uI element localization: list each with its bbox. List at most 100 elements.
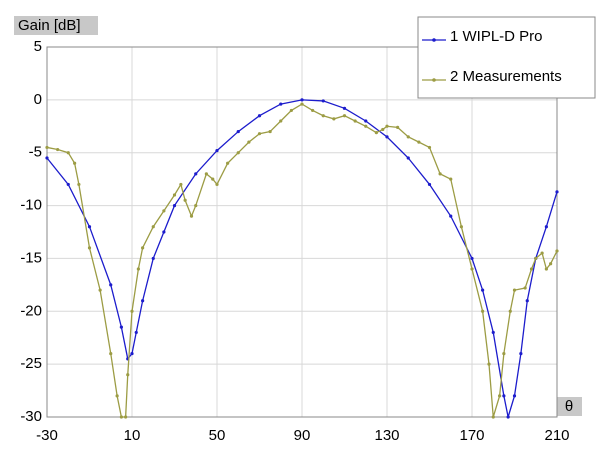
data-point bbox=[236, 129, 240, 134]
data-point bbox=[211, 177, 215, 181]
data-point bbox=[491, 415, 495, 419]
data-point bbox=[519, 351, 523, 356]
data-point bbox=[226, 161, 230, 165]
data-point bbox=[406, 156, 410, 160]
x-tick-label: 10 bbox=[124, 427, 141, 444]
data-point bbox=[311, 108, 315, 113]
data-point bbox=[491, 330, 495, 335]
x-tick-label: 50 bbox=[209, 427, 226, 444]
data-point bbox=[449, 214, 453, 218]
data-point bbox=[257, 114, 262, 118]
data-point bbox=[236, 151, 240, 155]
data-point bbox=[508, 309, 512, 313]
data-point bbox=[512, 394, 517, 398]
data-point bbox=[215, 182, 219, 187]
data-point bbox=[215, 149, 219, 153]
data-point bbox=[534, 256, 538, 261]
y-tick-label: -30 bbox=[20, 408, 42, 425]
data-point bbox=[525, 299, 529, 303]
data-point bbox=[77, 182, 81, 187]
data-point bbox=[73, 161, 77, 165]
data-point bbox=[385, 124, 389, 128]
data-point bbox=[417, 140, 421, 144]
data-point bbox=[172, 193, 177, 197]
data-point bbox=[406, 135, 410, 139]
data-point bbox=[427, 145, 432, 150]
data-point bbox=[300, 102, 304, 106]
data-point bbox=[268, 129, 272, 134]
data-point bbox=[141, 246, 145, 250]
data-point bbox=[172, 203, 177, 208]
y-axis-label: Gain [dB] bbox=[18, 17, 81, 34]
data-point bbox=[481, 309, 485, 313]
data-point bbox=[396, 125, 400, 129]
data-point bbox=[151, 225, 155, 229]
y-label-box bbox=[14, 16, 98, 35]
x-label-box bbox=[557, 397, 582, 416]
data-point bbox=[506, 415, 510, 419]
legend-marker bbox=[432, 38, 436, 42]
data-point bbox=[279, 102, 283, 106]
data-point bbox=[502, 394, 506, 398]
data-point bbox=[56, 147, 60, 152]
data-point bbox=[66, 182, 70, 187]
data-point bbox=[364, 124, 368, 128]
data-point bbox=[109, 351, 113, 356]
data-point bbox=[459, 225, 463, 229]
data-point bbox=[544, 267, 548, 271]
data-point bbox=[540, 251, 544, 255]
data-point bbox=[141, 299, 145, 303]
data-point bbox=[289, 108, 293, 113]
data-point bbox=[136, 267, 140, 271]
data-point bbox=[179, 182, 183, 187]
data-point bbox=[124, 415, 128, 419]
data-point bbox=[438, 172, 442, 176]
data-point bbox=[374, 131, 378, 135]
data-point bbox=[385, 135, 389, 139]
data-point bbox=[549, 262, 553, 266]
data-point bbox=[109, 283, 113, 287]
data-point bbox=[481, 288, 485, 292]
data-point bbox=[87, 225, 92, 229]
data-point bbox=[470, 256, 474, 261]
data-point bbox=[257, 132, 262, 136]
data-point bbox=[544, 225, 548, 229]
data-point bbox=[487, 362, 491, 366]
data-point bbox=[342, 114, 347, 118]
data-point bbox=[300, 98, 304, 102]
data-point bbox=[247, 140, 251, 144]
data-point bbox=[449, 177, 453, 181]
data-point bbox=[470, 267, 474, 271]
data-point bbox=[427, 182, 432, 187]
legend-label: 1 WIPL-D Pro bbox=[450, 28, 543, 45]
data-point bbox=[502, 351, 506, 356]
data-point bbox=[512, 288, 517, 292]
data-point bbox=[134, 330, 138, 335]
data-point bbox=[194, 172, 198, 176]
y-tick-label: -20 bbox=[20, 302, 42, 319]
data-point bbox=[364, 119, 368, 123]
y-tick-label: 0 bbox=[34, 91, 42, 108]
data-point bbox=[555, 190, 559, 194]
series-line bbox=[46, 103, 558, 418]
legend-box bbox=[417, 16, 596, 99]
data-point bbox=[183, 198, 187, 202]
data-point bbox=[162, 230, 166, 234]
x-tick-label: 170 bbox=[459, 427, 484, 444]
data-point bbox=[342, 106, 347, 110]
data-point bbox=[130, 351, 134, 356]
data-point bbox=[130, 309, 134, 313]
data-point bbox=[87, 246, 92, 250]
plot-frame bbox=[46, 46, 558, 418]
data-point bbox=[119, 415, 123, 419]
data-point bbox=[279, 119, 283, 123]
data-point bbox=[353, 119, 357, 123]
legend-label: 2 Measurements bbox=[450, 68, 562, 85]
data-point bbox=[45, 156, 49, 160]
y-tick-label: 5 bbox=[34, 38, 42, 55]
data-point bbox=[498, 394, 502, 398]
data-point bbox=[45, 145, 49, 150]
data-point bbox=[98, 288, 102, 292]
x-tick-label: -30 bbox=[36, 427, 58, 444]
